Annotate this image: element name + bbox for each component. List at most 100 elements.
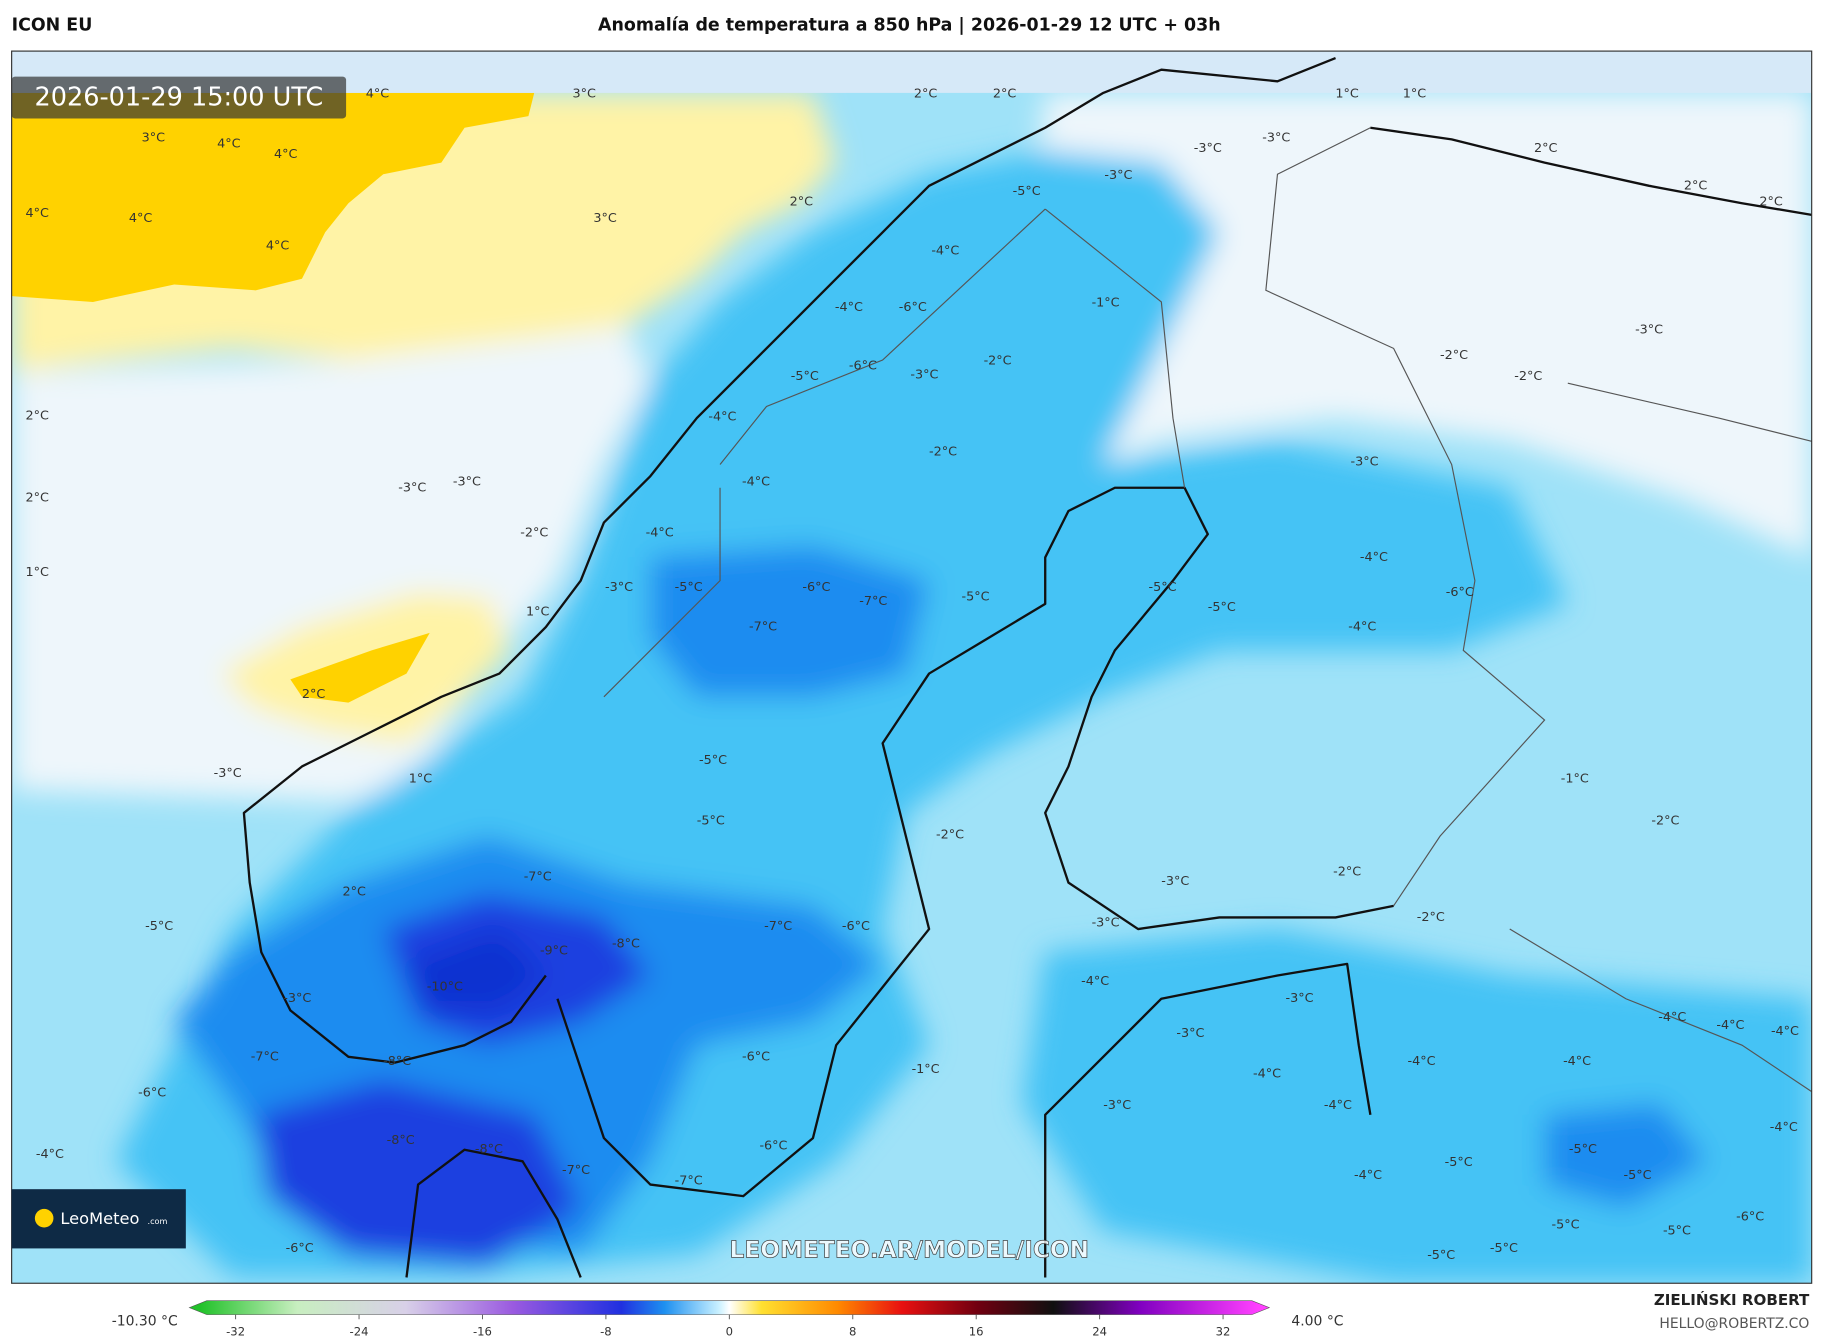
- temperature-label: -4°C: [1348, 620, 1376, 635]
- temperature-label: -4°C: [708, 409, 736, 424]
- temperature-label: -4°C: [1771, 1024, 1799, 1039]
- credit-email: HELLO@ROBERTZ.CO: [1659, 1316, 1809, 1332]
- temperature-label: -5°C: [1445, 1155, 1473, 1170]
- temperature-label: -5°C: [675, 580, 703, 595]
- colorbar: -10.30 °C 4.00 °C -32 -24 -16 -8 0 8 16 24 32: [112, 1300, 1344, 1339]
- temperature-label: -3°C: [1194, 141, 1222, 156]
- temperature-label: 2°C: [25, 491, 49, 506]
- temperature-label: -3°C: [910, 368, 938, 383]
- timestamp-box: [11, 76, 347, 119]
- watermark: LEOMETEO.AR/MODEL/ICON: [730, 1237, 1090, 1264]
- temperature-label: -6°C: [1736, 1210, 1764, 1225]
- colorbar-tick-label: -24: [350, 1325, 369, 1339]
- logo-sun: [34, 1208, 54, 1228]
- temperature-label: -4°C: [1407, 1054, 1435, 1069]
- colorbar-tick-label: -32: [226, 1325, 245, 1339]
- temperature-label: -6°C: [742, 1049, 770, 1064]
- temperature-label: -3°C: [1351, 455, 1379, 470]
- temperature-label: -4°C: [1563, 1054, 1591, 1069]
- temperature-label: -7°C: [562, 1163, 590, 1178]
- timestamp: 2026-01-29 15:00 UTC: [34, 83, 323, 113]
- temperature-label: 4°C: [366, 87, 390, 102]
- colorbar-tick-label: 16: [969, 1325, 984, 1339]
- temperature-label: -4°C: [646, 526, 674, 541]
- temperature-label: -3°C: [1104, 168, 1132, 183]
- colorbar-min-label: -10.30 °C: [112, 1314, 178, 1330]
- temperature-label: -4°C: [1770, 1120, 1798, 1135]
- temperature-label: -3°C: [1262, 131, 1290, 146]
- temperature-label: -5°C: [1013, 184, 1041, 199]
- colorbar-tick-label: 0: [726, 1325, 733, 1339]
- temperature-label: -4°C: [1324, 1098, 1352, 1113]
- map-frame: [11, 50, 1813, 1284]
- credit-name: ZIELIŃSKI ROBERT: [1654, 1290, 1810, 1309]
- temperature-label: -7°C: [764, 919, 792, 934]
- temperature-label: -4°C: [36, 1147, 64, 1162]
- temperature-label: -3°C: [1176, 1026, 1204, 1041]
- temperature-label: -4°C: [1360, 550, 1388, 565]
- colorbar-ramp: [188, 1300, 1271, 1315]
- temperature-label: -8°C: [383, 1054, 411, 1069]
- temperature-label: -4°C: [1354, 1168, 1382, 1183]
- temperature-label: -5°C: [145, 919, 173, 934]
- temperature-label: -4°C: [931, 243, 959, 258]
- temperature-label: -4°C: [1658, 1010, 1686, 1025]
- colorbar-tick-label: 8: [849, 1325, 856, 1339]
- temperature-label: 1°C: [1403, 87, 1427, 102]
- temperature-label: -5°C: [1569, 1142, 1597, 1157]
- temperature-label: 3°C: [142, 131, 166, 146]
- colorbar-tick-label: -16: [473, 1325, 492, 1339]
- temperature-label: -5°C: [791, 369, 819, 384]
- temperature-label: -2°C: [929, 444, 957, 459]
- temperature-label: -5°C: [962, 589, 990, 604]
- colorbar-max-label: 4.00 °C: [1291, 1314, 1343, 1330]
- temperature-label: -1°C: [1092, 296, 1120, 311]
- temperature-label: -6°C: [1446, 585, 1474, 600]
- temperature-label: -9°C: [540, 944, 568, 959]
- temperature-label: -3°C: [1286, 991, 1314, 1006]
- temperature-label: -4°C: [835, 300, 863, 315]
- temperature-label: -5°C: [699, 753, 727, 768]
- temperature-label: 2°C: [25, 408, 49, 423]
- temperature-label: -2°C: [936, 827, 964, 842]
- temperature-label: -10°C: [427, 980, 463, 995]
- temperature-label: -6°C: [759, 1139, 787, 1154]
- temperature-label: 2°C: [1534, 141, 1558, 156]
- temperature-label: 4°C: [129, 211, 153, 226]
- temperature-label: -7°C: [524, 869, 552, 884]
- temperature-label: 2°C: [1759, 195, 1783, 210]
- temperature-label: -6°C: [842, 919, 870, 934]
- temperature-label: 3°C: [593, 211, 617, 226]
- temperature-label: -4°C: [1716, 1018, 1744, 1033]
- temperature-label: -3°C: [1635, 322, 1663, 337]
- temperature-label: -3°C: [214, 766, 242, 781]
- temperature-label: -3°C: [1161, 874, 1189, 889]
- temperature-label: 1°C: [409, 772, 433, 787]
- temperature-label: 2°C: [343, 884, 367, 899]
- temperature-label: -4°C: [742, 474, 770, 489]
- temperature-label: -3°C: [605, 580, 633, 595]
- temperature-label: -3°C: [398, 480, 426, 495]
- temperature-label: -7°C: [749, 620, 777, 635]
- temperature-label: -5°C: [1663, 1223, 1691, 1238]
- colorbar-tick-label: 24: [1092, 1325, 1107, 1339]
- temperature-label: -2°C: [1514, 369, 1542, 384]
- temperature-label: -7°C: [675, 1174, 703, 1189]
- temperature-label: -6°C: [138, 1085, 166, 1100]
- temperature-label: -2°C: [1417, 910, 1445, 925]
- temperature-label: 3°C: [572, 87, 596, 102]
- logo-suffix: .com: [148, 1216, 168, 1226]
- temperature-label: -5°C: [1551, 1218, 1579, 1233]
- temperature-label: -6°C: [849, 358, 877, 373]
- logo-name: LeoMeteo: [60, 1209, 139, 1228]
- temperature-label: 1°C: [1335, 87, 1359, 102]
- temperature-label: 4°C: [274, 147, 298, 162]
- temperature-label: 2°C: [790, 195, 814, 210]
- temperature-label: 1°C: [25, 565, 49, 580]
- temperature-label: 2°C: [914, 87, 938, 102]
- temperature-label: -5°C: [1427, 1248, 1455, 1263]
- temperature-label: -2°C: [1333, 865, 1361, 880]
- colorbar-ticks: -32 -24 -16 -8 0 8 16 24 32: [226, 1314, 1230, 1339]
